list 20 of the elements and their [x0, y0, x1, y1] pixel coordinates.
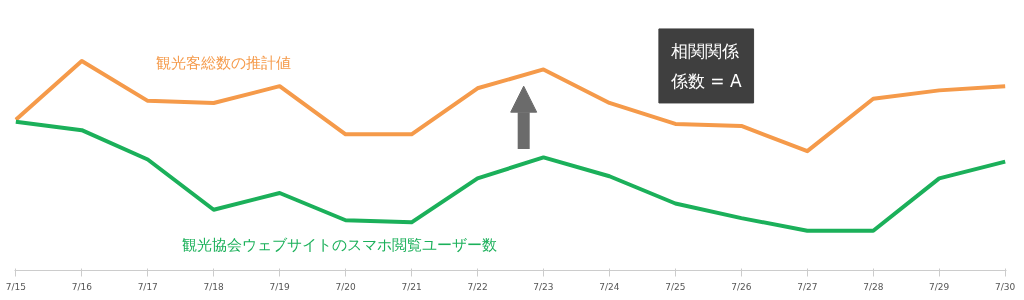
- x-tick-label: 7/30: [995, 281, 1016, 292]
- series-label: 観光協会ウェブサイトのスマホ閲覧ユーザー数: [181, 236, 497, 255]
- x-tick-label: 7/29: [929, 281, 950, 292]
- x-tick-label: 7/19: [269, 281, 291, 292]
- x-tick-label: 7/20: [335, 281, 356, 292]
- x-tick-label: 7/28: [863, 281, 884, 292]
- text: 相関関係: [670, 40, 739, 61]
- x-tick-label: 7/23: [533, 281, 554, 292]
- x-tick-label: 7/18: [203, 281, 225, 292]
- series-label: 観光客総数の推計値: [156, 54, 292, 73]
- x-tick-label: 7/15: [5, 281, 26, 292]
- x-tick-label: 7/25: [665, 281, 686, 292]
- x-tick-label: 7/16: [71, 281, 93, 292]
- x-tick-label: 7/24: [599, 281, 620, 292]
- x-tick-label: 7/21: [401, 281, 422, 292]
- x-tick-label: 7/22: [467, 281, 488, 292]
- x-tick-label: 7/27: [797, 281, 818, 292]
- x-tick-label: 7/26: [731, 281, 752, 292]
- annotation: 係数 = A: [669, 70, 742, 91]
- x-tick-label: 7/17: [137, 281, 158, 292]
